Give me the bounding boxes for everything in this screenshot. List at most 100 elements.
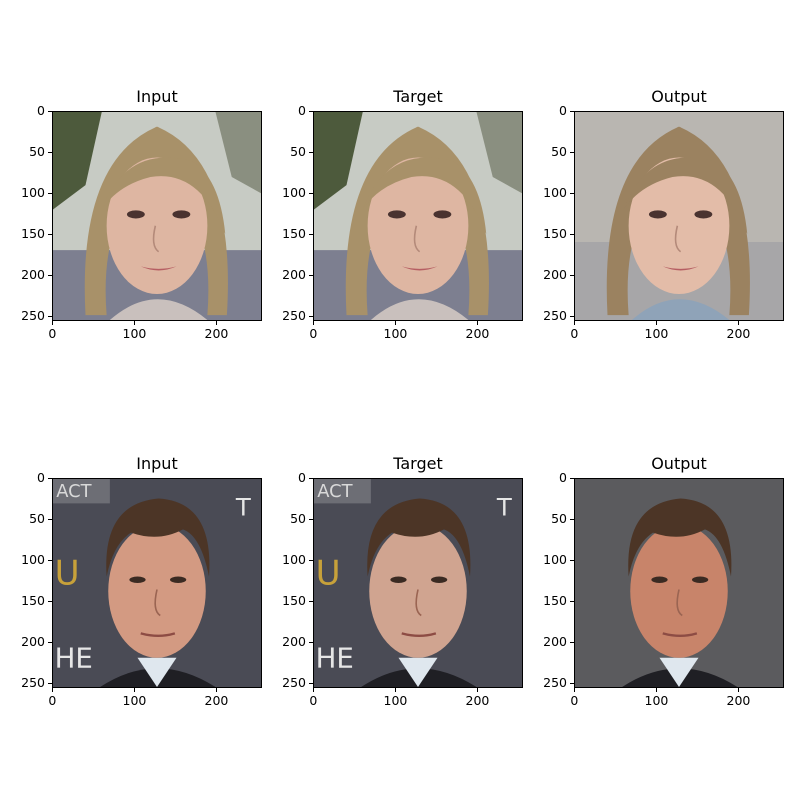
y-tick-mark: [48, 641, 52, 643]
y-tick-label: 200: [543, 634, 567, 650]
x-tick-label: 0: [309, 326, 318, 341]
y-tick-mark: [48, 151, 52, 153]
y-tick-label: 100: [282, 552, 306, 568]
y-tick-label: 150: [543, 593, 567, 609]
x-tick-mark: [312, 321, 314, 325]
y-tick-label: 0: [559, 103, 567, 119]
y-tick-mark: [570, 518, 574, 520]
y-tick-mark: [309, 559, 313, 561]
panel-title: Target: [393, 87, 443, 106]
y-tick-label: 50: [290, 511, 306, 527]
y-tick-label: 0: [298, 470, 306, 486]
y-tick-mark: [570, 151, 574, 153]
x-tick-mark: [655, 688, 657, 692]
x-tick-label: 200: [465, 693, 490, 708]
y-tick-label: 100: [21, 185, 45, 201]
y-tick-label: 50: [29, 144, 45, 160]
y-tick-mark: [48, 600, 52, 602]
y-tick-label: 250: [21, 675, 45, 691]
y-tick-label: 100: [543, 185, 567, 201]
svg-text:HE: HE: [316, 642, 354, 675]
y-tick-mark: [48, 192, 52, 194]
x-tick-label: 200: [204, 693, 229, 708]
x-tick-mark: [51, 321, 53, 325]
y-tick-mark: [570, 192, 574, 194]
y-tick-mark: [309, 600, 313, 602]
y-tick-label: 200: [543, 267, 567, 283]
panel-title: Input: [136, 87, 178, 106]
y-tick-mark: [309, 518, 313, 520]
y-tick-label: 250: [282, 675, 306, 691]
woman-input-photo: [52, 111, 262, 321]
y-tick-mark: [570, 682, 574, 684]
y-tick-mark: [570, 559, 574, 561]
y-tick-label: 200: [21, 267, 45, 283]
man-target-photo: ACT U HE T: [313, 478, 523, 688]
y-tick-mark: [309, 682, 313, 684]
y-tick-mark: [48, 559, 52, 561]
panel-title: Input: [136, 454, 178, 473]
y-tick-label: 200: [282, 267, 306, 283]
y-tick-mark: [570, 274, 574, 276]
x-tick-label: 200: [204, 326, 229, 341]
svg-text:HE: HE: [55, 642, 93, 675]
y-tick-mark: [570, 477, 574, 479]
panel-title: Output: [651, 87, 707, 106]
x-tick-label: 100: [122, 693, 147, 708]
y-tick-mark: [309, 110, 313, 112]
y-tick-label: 100: [21, 552, 45, 568]
x-tick-label: 0: [570, 326, 579, 341]
y-tick-mark: [309, 151, 313, 153]
y-tick-mark: [48, 315, 52, 317]
y-tick-label: 200: [282, 634, 306, 650]
man-output-photo: [574, 478, 784, 688]
x-tick-label: 100: [122, 326, 147, 341]
y-tick-mark: [309, 641, 313, 643]
y-tick-mark: [48, 274, 52, 276]
x-tick-mark: [215, 688, 217, 692]
y-tick-mark: [570, 315, 574, 317]
y-tick-label: 0: [37, 103, 45, 119]
y-tick-mark: [48, 233, 52, 235]
y-tick-mark: [309, 315, 313, 317]
y-tick-mark: [48, 518, 52, 520]
y-tick-label: 150: [21, 226, 45, 242]
panel-title: Output: [651, 454, 707, 473]
svg-text:U: U: [55, 554, 80, 594]
y-tick-label: 50: [551, 144, 567, 160]
y-tick-label: 0: [37, 470, 45, 486]
y-tick-label: 150: [282, 226, 306, 242]
x-tick-mark: [51, 688, 53, 692]
x-tick-mark: [312, 688, 314, 692]
y-tick-label: 250: [543, 675, 567, 691]
y-tick-mark: [309, 477, 313, 479]
y-tick-label: 50: [551, 511, 567, 527]
x-tick-mark: [655, 321, 657, 325]
y-tick-label: 0: [298, 103, 306, 119]
x-tick-label: 0: [309, 693, 318, 708]
x-tick-label: 100: [383, 326, 408, 341]
x-tick-mark: [133, 688, 135, 692]
y-tick-mark: [309, 192, 313, 194]
svg-text:U: U: [316, 554, 341, 594]
x-tick-mark: [476, 321, 478, 325]
y-tick-mark: [309, 233, 313, 235]
x-tick-label: 200: [726, 693, 751, 708]
x-tick-mark: [394, 688, 396, 692]
panel-title: Target: [393, 454, 443, 473]
svg-text:ACT: ACT: [317, 481, 352, 502]
x-tick-label: 0: [570, 693, 579, 708]
y-tick-mark: [570, 233, 574, 235]
x-tick-label: 0: [48, 326, 57, 341]
y-tick-label: 100: [543, 552, 567, 568]
x-tick-label: 100: [644, 693, 669, 708]
x-tick-mark: [476, 688, 478, 692]
y-tick-label: 100: [282, 185, 306, 201]
svg-text:T: T: [496, 493, 512, 522]
y-tick-label: 250: [21, 308, 45, 324]
y-tick-mark: [48, 477, 52, 479]
y-tick-label: 200: [21, 634, 45, 650]
x-tick-label: 0: [48, 693, 57, 708]
y-tick-label: 50: [29, 511, 45, 527]
x-tick-mark: [573, 321, 575, 325]
